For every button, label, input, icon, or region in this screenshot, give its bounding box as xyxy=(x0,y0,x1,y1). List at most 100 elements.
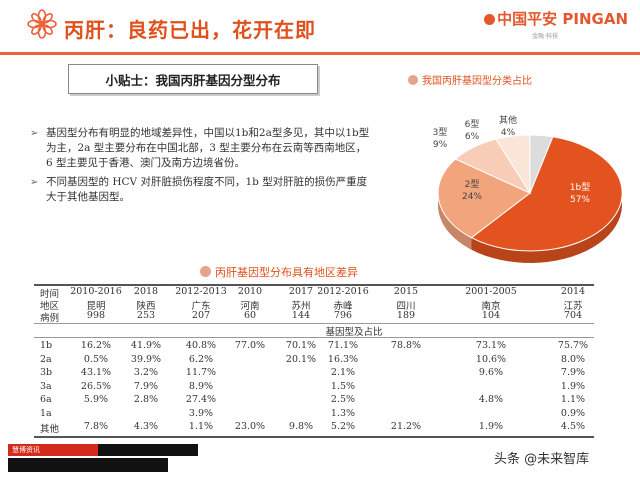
pie-label-name: 6型 xyxy=(465,119,480,130)
table-header-cases: 253 xyxy=(136,310,156,321)
table-header-region: 河南 xyxy=(240,301,260,312)
table-cell: 9.6% xyxy=(478,367,504,378)
table-cell: 8.0% xyxy=(560,353,586,365)
table-header-time: 2017 xyxy=(288,286,314,297)
brand-name: 中国平安 PINGAN xyxy=(497,10,628,28)
table-header-region: 赤峰 xyxy=(333,301,353,312)
table-row-type: 1b xyxy=(40,340,53,351)
table-cell: 73.1% xyxy=(475,340,507,351)
table-cell: 3.9% xyxy=(188,407,214,419)
table-cell: 2.5% xyxy=(330,394,356,405)
table-cell: 0.5% xyxy=(83,353,109,365)
table-cell: 23.0% xyxy=(234,421,266,432)
table-cell: 11.7% xyxy=(185,367,217,378)
arrow-bullet-icon: ➢ xyxy=(30,177,39,188)
table-header-cases: 144 xyxy=(291,310,311,321)
table-cell: 4.5% xyxy=(560,421,586,432)
pie-label-name: 1b型 xyxy=(570,182,590,193)
table-cell: 2.8% xyxy=(133,394,159,405)
table-cell: 77.0% xyxy=(234,340,266,351)
table-cell: 43.1% xyxy=(80,367,112,378)
table-cell: 1.1% xyxy=(188,421,214,432)
pie-slice-side xyxy=(471,136,622,263)
page-title: 丙肝：良药已出，花开在即 xyxy=(64,18,316,42)
table-row-type: 2a xyxy=(40,353,52,365)
table-header-region: 昆明 xyxy=(86,301,106,312)
bullet-item: ➢ 基因型分布有明显的地域差异性，中国以1b和2a型多见，其中以1b型为主，2a… xyxy=(30,126,370,171)
tips-box: 小贴士：我国丙肝基因分型分布 xyxy=(68,64,318,94)
pie-label-value: 57% xyxy=(570,195,590,205)
table-cell: 7.8% xyxy=(83,421,109,432)
arrow-bullet-icon: ➢ xyxy=(30,128,39,139)
table-row-label: 时间 xyxy=(40,289,60,300)
table-cell: 70.1% xyxy=(285,340,317,351)
table-header-region: 陕西 xyxy=(136,301,156,312)
pie-label-value: 6% xyxy=(465,132,480,142)
flower-logo-icon xyxy=(27,9,57,39)
table-cell: 27.4% xyxy=(185,394,217,405)
bullet-text: 不同基因型的 HCV 对肝脏损伤程度不同，1b 型对肝脏的损伤严重度大于其他基因… xyxy=(46,176,368,203)
table-header-region: 南京 xyxy=(481,301,501,312)
dot-icon xyxy=(200,266,211,277)
table-subheader: 基因型及占比 xyxy=(325,327,383,338)
table-header-region: 苏州 xyxy=(291,301,311,312)
table-rule xyxy=(34,436,594,438)
pie-label-value: 4% xyxy=(501,128,516,138)
table-cell: 39.9% xyxy=(130,353,162,365)
table-header-region: 江苏 xyxy=(563,301,583,312)
table-header-time: 2001-2005 xyxy=(465,286,517,297)
table-title-text: 丙肝基因型分布具有地区差异 xyxy=(215,266,358,279)
table-cell: 78.8% xyxy=(390,340,422,351)
pie-label-name: 其他 xyxy=(499,114,517,126)
redaction-bar xyxy=(8,458,168,472)
table-cell: 1.3% xyxy=(330,407,356,419)
footer-source-label: 慧博资讯 xyxy=(8,444,98,456)
table-cell: 3.2% xyxy=(133,367,159,378)
brand-logo: 中国平安 PINGAN 金融·科技 xyxy=(484,8,628,44)
brand-tagline: 金融·科技 xyxy=(532,33,559,40)
table-header-cases: 796 xyxy=(333,310,353,321)
table-cell: 20.1% xyxy=(285,353,317,365)
table-cell: 26.5% xyxy=(80,380,112,392)
table-row-type: 1a xyxy=(40,407,52,419)
pie-chart: 1b型 57% 2型 24% 3型 9% 6型 6% 其他 4% xyxy=(433,114,623,263)
pie-slice-side xyxy=(438,159,472,250)
table-cell: 4.8% xyxy=(478,394,504,405)
pie-slice xyxy=(470,136,623,252)
pie-title: 我国丙肝基因型分类占比 xyxy=(408,72,532,87)
table-cell: 1.5% xyxy=(330,380,356,392)
header-divider xyxy=(0,52,640,55)
table-header-time: 2018 xyxy=(133,286,159,297)
bullet-item: ➢ 不同基因型的 HCV 对肝脏损伤程度不同，1b 型对肝脏的损伤严重度大于其他… xyxy=(30,175,370,205)
table-cell: 8.9% xyxy=(188,380,214,392)
table-header-region: 四川 xyxy=(396,301,416,312)
table-header-cases: 104 xyxy=(481,310,501,321)
table-row-type: 3a xyxy=(40,380,52,392)
table-cell: 16.3% xyxy=(327,353,359,365)
table-cell: 2.1% xyxy=(330,367,356,378)
dot-icon xyxy=(408,75,418,85)
table-row-label: 地区 xyxy=(40,301,60,312)
table-cell: 41.9% xyxy=(130,340,162,351)
table-header-time: 2010-2016 xyxy=(70,286,122,297)
table-row-label: 病例 xyxy=(40,313,60,324)
table-rule xyxy=(34,337,594,338)
table-header-cases: 189 xyxy=(396,310,416,321)
table-row-type: 6a xyxy=(40,394,52,405)
table-rule xyxy=(34,284,594,286)
table-header-time: 2012-2013 xyxy=(175,286,227,297)
table-cell: 71.1% xyxy=(327,340,359,351)
table-cell: 21.2% xyxy=(390,421,422,432)
table-header-cases: 60 xyxy=(243,310,257,321)
table-cell: 9.8% xyxy=(288,421,314,432)
bullet-list: ➢ 基因型分布有明显的地域差异性，中国以1b和2a型多见，其中以1b型为主，2a… xyxy=(30,126,370,209)
table-cell: 4.3% xyxy=(133,421,159,432)
pie-title-text: 我国丙肝基因型分类占比 xyxy=(422,76,532,87)
redaction-bar xyxy=(98,444,198,456)
table-cell: 6.2% xyxy=(188,353,214,365)
table-title: 丙肝基因型分布具有地区差异 xyxy=(200,264,358,280)
bullet-text: 基因型分布有明显的地域差异性，中国以1b和2a型多见，其中以1b型为主，2a 型… xyxy=(46,127,370,169)
table-rule xyxy=(34,323,594,324)
table-header-time: 2012-2016 xyxy=(317,286,369,297)
table-cell: 10.6% xyxy=(475,353,507,365)
